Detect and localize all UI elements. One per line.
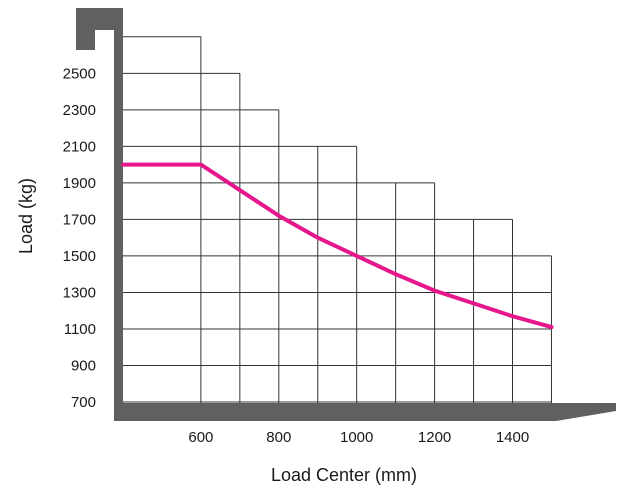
x-tick-label: 1000 <box>340 429 373 446</box>
y-tick-label: 1300 <box>63 284 96 301</box>
y-tick-label: 1500 <box>63 248 96 265</box>
x-axis-title: Load Center (mm) <box>271 465 417 485</box>
fork-baseline <box>114 403 616 421</box>
x-tick-label: 600 <box>188 429 213 446</box>
chart-grid <box>123 36 552 407</box>
series-line-0 <box>121 162 554 330</box>
chart-frame <box>76 8 616 421</box>
y-tick-label: 2500 <box>63 65 96 82</box>
y-tick-label: 1900 <box>63 175 96 192</box>
series-layer <box>121 162 554 330</box>
x-tick-label: 800 <box>266 429 291 446</box>
y-tick-label: 700 <box>71 394 96 411</box>
y-axis-title: Load (kg) <box>16 178 36 254</box>
x-tick-label: 1400 <box>496 429 529 446</box>
y-tick-label: 2300 <box>63 102 96 119</box>
y-tick-labels: 700 900 1100 1300 1500 1700 1900 2100 2300 2500 <box>63 65 96 411</box>
y-tick-label: 2100 <box>63 138 96 155</box>
x-tick-label: 1200 <box>418 429 451 446</box>
y-tick-label: 1700 <box>63 211 96 228</box>
x-tick-labels: 600 800 1000 1200 1400 <box>188 429 529 446</box>
y-tick-label: 1100 <box>64 321 96 338</box>
y-tick-label: 900 <box>71 357 96 374</box>
mast-frame <box>76 8 123 405</box>
